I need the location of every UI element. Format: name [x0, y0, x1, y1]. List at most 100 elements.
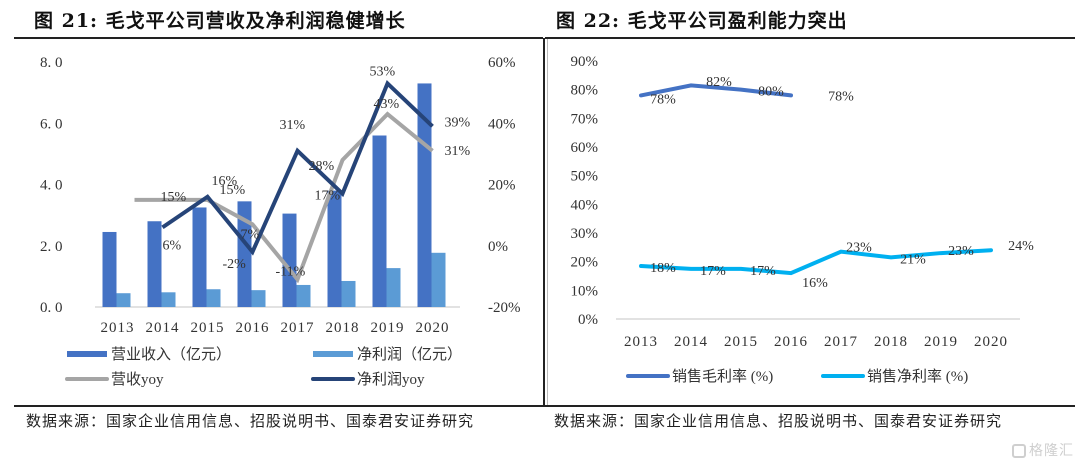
gross-margin-line — [639, 83, 793, 98]
x-tick-label: 2017 — [824, 334, 858, 350]
y-tick-label: 60% — [571, 140, 599, 156]
right-panel-title: 图 22: 毛戈平公司盈利能力突出 — [556, 10, 848, 32]
y-tick-label: 2. 0 — [40, 239, 63, 255]
net-margin-line — [639, 248, 993, 276]
revenue-yoy-label: 15% — [220, 183, 246, 198]
x-tick-label: 2017 — [281, 320, 315, 336]
legend-profit-swatch — [313, 351, 353, 357]
net-margin-label: 23% — [846, 241, 872, 256]
revenue-bar — [372, 135, 387, 307]
watermark: 格隆汇 — [1012, 440, 1074, 460]
y2-tick-label: 0% — [488, 239, 508, 255]
revenue-bar — [282, 213, 297, 307]
y2-tick-label: 60% — [488, 55, 516, 71]
profit-bar — [431, 252, 446, 307]
panel-divider — [543, 38, 545, 407]
legend-revenue-swatch — [67, 351, 107, 357]
x-tick-label: 2019 — [924, 334, 958, 350]
x-tick-label: 2015 — [724, 334, 758, 350]
left-title-rule — [14, 37, 543, 39]
gross-margin-label: 78% — [828, 89, 854, 104]
net-margin-label: 17% — [750, 264, 776, 279]
revenue-yoy-label: 31% — [445, 144, 471, 159]
y-tick-label: 80% — [571, 83, 599, 99]
profit-bar — [386, 268, 401, 307]
net-margin-label: 24% — [1008, 239, 1034, 254]
gross-margin-label: 78% — [650, 92, 676, 107]
x-tick-label: 2019 — [371, 320, 405, 336]
revenue-profit-chart: 0. 0 2. 0 4. 0 6. 0 8. 0 -20% 0% 20% 40% 60% 2013 2… — [40, 55, 521, 388]
y-tick-label: 0. 0 — [40, 300, 63, 316]
y-tick-label: 50% — [571, 169, 599, 185]
net-margin-label: 17% — [700, 264, 726, 279]
y2-tick-label: -20% — [488, 300, 521, 316]
y-tick-label: 70% — [571, 111, 599, 127]
revenue-yoy-label: 15% — [161, 190, 187, 205]
x-tick-label: 2020 — [416, 320, 450, 336]
profit-yoy-label: 17% — [315, 189, 341, 204]
y2-tick-label: 20% — [488, 178, 516, 194]
gross-margin-label: 82% — [706, 75, 732, 90]
y-tick-label: 6. 0 — [40, 116, 63, 132]
right-source-note: 数据来源：国家企业信用信息、招股说明书、国泰君安证券研究 — [554, 412, 1003, 430]
revenue-yoy-label: -11% — [276, 264, 306, 279]
legend-revenue-label: 营业收入（亿元） — [111, 346, 231, 363]
revenue-bar — [192, 207, 207, 307]
y-tick-label: 30% — [571, 226, 599, 242]
profit-yoy-label: 31% — [280, 118, 306, 133]
x-tick-label: 2018 — [326, 320, 360, 336]
x-tick-label: 2016 — [774, 334, 808, 350]
margin-chart: 0% 10% 20% 30% 40% 50% 60% 70% 80% 90% 2013 2014 201… — [571, 54, 1035, 385]
left-panel-title: 图 21: 毛戈平公司营收及净利润稳健增长 — [34, 10, 406, 32]
profit-yoy-label: 6% — [163, 238, 182, 253]
watermark-logo-icon — [1012, 444, 1026, 458]
right-title-rule — [545, 37, 1075, 39]
profit-yoy-label: 53% — [370, 64, 396, 79]
net-margin-label: 18% — [650, 261, 676, 276]
y-tick-label: 8. 0 — [40, 55, 63, 71]
y-tick-label: 0% — [578, 312, 598, 328]
revenue-bar — [327, 190, 342, 307]
legend-revenue-yoy-label: 营收yoy — [111, 371, 164, 388]
revenue-bar — [147, 221, 162, 307]
gross-margin-label: 80% — [758, 85, 784, 100]
left-source-note: 数据来源：国家企业信用信息、招股说明书、国泰君安证券研究 — [26, 412, 475, 430]
net-margin-label: 21% — [900, 252, 926, 267]
profit-yoy-label: 16% — [212, 174, 238, 189]
profit-yoy-line — [161, 79, 434, 256]
revenue-yoy-label: 28% — [309, 159, 335, 174]
profit-yoy-label: 39% — [445, 115, 471, 130]
revenue-yoy-label: 43% — [374, 97, 400, 112]
x-tick-label: 2018 — [874, 334, 908, 350]
x-tick-label: 2016 — [236, 320, 270, 336]
profit-bar — [341, 280, 356, 307]
watermark-text: 格隆汇 — [1029, 443, 1074, 459]
x-tick-label: 2013 — [624, 334, 658, 350]
profit-yoy-label: -2% — [223, 257, 247, 272]
revenue-bar — [237, 201, 252, 307]
legend-profit-label: 净利润（亿元） — [357, 346, 462, 363]
profit-bar — [116, 293, 131, 307]
y2-tick-label: 40% — [488, 116, 516, 132]
revenue-bar — [102, 231, 117, 307]
y-tick-label: 90% — [571, 54, 599, 70]
profit-bar — [161, 292, 176, 307]
legend-net-margin-label: 销售净利率 (%) — [867, 368, 968, 385]
y-tick-label: 40% — [571, 197, 599, 213]
left-bottom-rule — [14, 405, 543, 407]
y-tick-label: 4. 0 — [40, 178, 63, 194]
profit-bar — [251, 290, 266, 307]
y-tick-label: 20% — [571, 255, 599, 271]
y-tick-label: 10% — [571, 283, 599, 299]
right-frame-edge — [547, 39, 548, 405]
x-tick-label: 2014 — [146, 320, 180, 336]
profit-bar — [296, 284, 311, 307]
profit-bar — [206, 289, 221, 307]
legend-profit-yoy-label: 净利润yoy — [357, 371, 425, 388]
legend-gross-margin-label: 销售毛利率 (%) — [672, 368, 773, 385]
x-tick-label: 2013 — [101, 320, 135, 336]
x-tick-label: 2014 — [674, 334, 708, 350]
x-tick-label: 2020 — [974, 334, 1008, 350]
right-bottom-rule — [545, 405, 1075, 407]
x-tick-label: 2015 — [191, 320, 225, 336]
